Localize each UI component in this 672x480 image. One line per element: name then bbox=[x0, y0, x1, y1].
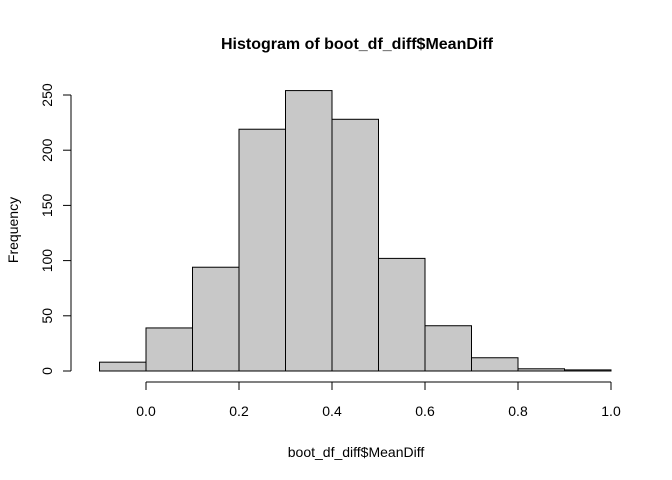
histogram-bar bbox=[564, 369, 612, 372]
y-tick-label: 0 bbox=[39, 367, 55, 375]
y-tick-label: 250 bbox=[39, 83, 55, 107]
y-tick-label: 150 bbox=[39, 194, 55, 218]
histogram-bar bbox=[238, 128, 286, 372]
x-tick-label: 0.6 bbox=[415, 403, 435, 419]
histogram-bar bbox=[471, 357, 519, 372]
histogram-bar bbox=[145, 327, 193, 372]
x-tick-label: 1.0 bbox=[601, 403, 621, 419]
x-tick-label: 0.0 bbox=[136, 403, 156, 419]
histogram-bar bbox=[378, 257, 426, 372]
bars-group bbox=[99, 90, 612, 372]
y-axis-label: Frequency bbox=[5, 197, 21, 263]
histogram-bar bbox=[192, 266, 240, 372]
y-tick-label: 100 bbox=[39, 249, 55, 273]
y-tick-label: 50 bbox=[39, 308, 55, 324]
x-tick-label: 0.2 bbox=[229, 403, 249, 419]
y-tick-label: 200 bbox=[39, 138, 55, 162]
histogram-bar bbox=[517, 368, 565, 372]
chart-title: Histogram of boot_df_diff$MeanDiff bbox=[221, 36, 494, 53]
x-axis: 0.0 0.2 0.4 0.6 0.8 1.0 bbox=[136, 381, 621, 419]
y-axis: 0 50 100 150 200 250 bbox=[39, 83, 72, 375]
histogram-bar bbox=[331, 118, 379, 372]
x-axis-label: boot_df_diff$MeanDiff bbox=[288, 444, 425, 460]
histogram-bar bbox=[285, 90, 333, 372]
histogram-bar bbox=[424, 325, 472, 372]
x-tick-label: 0.4 bbox=[322, 403, 342, 419]
x-tick-label: 0.8 bbox=[508, 403, 528, 419]
histogram-bar bbox=[99, 361, 147, 372]
